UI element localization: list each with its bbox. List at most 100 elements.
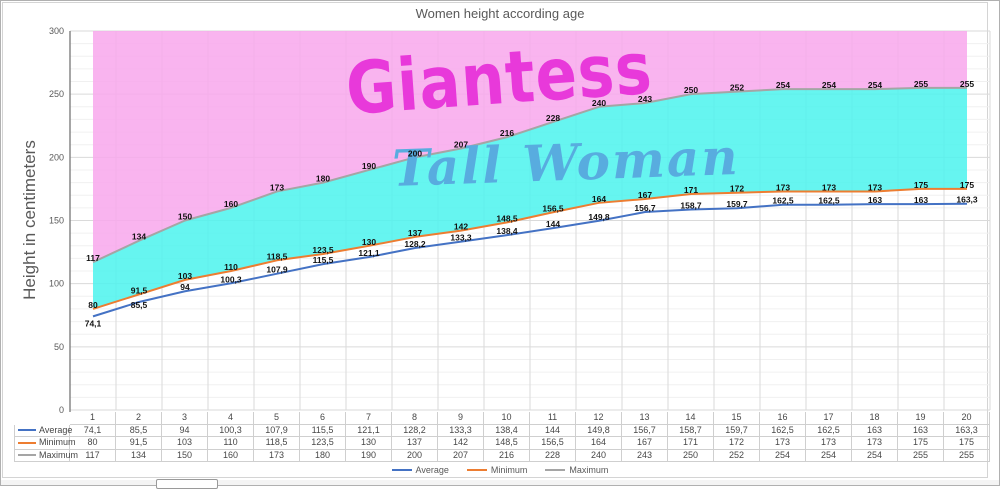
series-name-label: Average bbox=[39, 424, 73, 435]
data-label-maximum: 150 bbox=[178, 212, 192, 222]
data-label-minimum: 156,5 bbox=[542, 203, 564, 213]
series-name-label: Maximum bbox=[39, 449, 79, 460]
data-label-average: 138,4 bbox=[496, 226, 518, 236]
legend-item-minimum[interactable]: Minimum bbox=[466, 464, 528, 475]
table-value-cell: 173 bbox=[852, 437, 898, 450]
chart-legend[interactable]: Average Minimum Maximum bbox=[0, 463, 1000, 476]
table-value-cell: 121,1 bbox=[346, 424, 392, 437]
data-label-maximum: 216 bbox=[500, 128, 514, 138]
table-value-cell: 142 bbox=[438, 437, 484, 450]
legend-line-icon bbox=[545, 468, 566, 471]
table-value-cell: 160 bbox=[208, 449, 254, 462]
table-corner-cell bbox=[14, 412, 70, 425]
series-key-line-icon bbox=[18, 429, 36, 432]
table-category-cell: 7 bbox=[346, 412, 392, 425]
legend-item-maximum[interactable]: Maximum bbox=[545, 465, 608, 475]
series-line-average[interactable] bbox=[92, 202, 968, 318]
table-value-cell: 162,5 bbox=[760, 424, 806, 437]
table-value-cell: 159,7 bbox=[714, 424, 760, 437]
table-value-cell: 100,3 bbox=[208, 424, 254, 437]
data-label-minimum: 148,5 bbox=[496, 213, 518, 223]
table-category-cell: 10 bbox=[484, 412, 530, 425]
data-label-minimum: 173 bbox=[868, 182, 882, 192]
data-label-minimum: 173 bbox=[776, 182, 790, 192]
table-category-cell: 15 bbox=[714, 412, 760, 425]
legend-label: Maximum bbox=[569, 464, 609, 475]
data-label-maximum: 250 bbox=[684, 85, 698, 95]
table-category-cell: 8 bbox=[392, 412, 438, 425]
table-row-label-minimum: Minimum bbox=[14, 437, 76, 450]
data-label-average: 74,1 bbox=[85, 318, 102, 328]
table-category-cell: 17 bbox=[806, 412, 852, 425]
table-value-cell: 254 bbox=[852, 449, 898, 462]
table-value-cell: 173 bbox=[760, 437, 806, 450]
table-value-cell: 207 bbox=[438, 449, 484, 462]
data-label-minimum: 142 bbox=[454, 222, 468, 232]
data-label-average: 85,5 bbox=[131, 300, 148, 310]
table-value-cell: 250 bbox=[668, 449, 714, 462]
data-label-minimum: 130 bbox=[362, 237, 376, 247]
table-value-cell: 144 bbox=[530, 424, 576, 437]
table-value-cell: 240 bbox=[576, 449, 622, 462]
table-value-cell: 167 bbox=[622, 437, 668, 450]
table-category-cell: 4 bbox=[208, 412, 254, 425]
data-label-maximum: 254 bbox=[776, 80, 790, 90]
table-value-cell: 164 bbox=[576, 437, 622, 450]
table-value-cell: 163 bbox=[852, 424, 898, 437]
zone-above-maximum bbox=[93, 31, 967, 263]
data-label-maximum: 117 bbox=[86, 253, 100, 263]
data-label-average: 128,2 bbox=[404, 239, 426, 249]
chart-layer-labels: 74,1 85,5 94 100,3 107,9 115,5 121,1 128,2 133,3… bbox=[85, 79, 978, 329]
table-category-cell: 2 bbox=[116, 412, 162, 425]
data-label-average: 159,7 bbox=[726, 199, 748, 209]
table-value-cell: 103 bbox=[162, 437, 208, 450]
table-value-cell: 110 bbox=[208, 437, 254, 450]
table-value-cell: 243 bbox=[622, 449, 668, 462]
data-label-average: 100,3 bbox=[220, 274, 242, 284]
series-line-maximum[interactable] bbox=[92, 86, 967, 264]
data-label-minimum: 103 bbox=[178, 271, 192, 281]
table-value-cell: 150 bbox=[162, 449, 208, 462]
table-category-cell: 3 bbox=[162, 412, 208, 425]
table-value-cell: 128,2 bbox=[392, 424, 438, 437]
data-label-average: 149,8 bbox=[588, 212, 610, 222]
series-line-minimum[interactable] bbox=[92, 187, 967, 310]
data-label-maximum: 134 bbox=[132, 232, 146, 242]
table-value-cell: 94 bbox=[162, 424, 208, 437]
table-category-cell: 14 bbox=[668, 412, 714, 425]
data-label-maximum: 254 bbox=[868, 80, 882, 90]
data-label-average: 163 bbox=[914, 195, 928, 205]
table-category-cell: 19 bbox=[898, 412, 944, 425]
table-value-cell: 156,5 bbox=[530, 437, 576, 450]
y-tick-label: 0 bbox=[59, 405, 64, 415]
table-value-cell: 252 bbox=[714, 449, 760, 462]
table-value-cell: 158,7 bbox=[668, 424, 714, 437]
data-label-minimum: 164 bbox=[592, 194, 606, 204]
table-category-cell: 18 bbox=[852, 412, 898, 425]
table-value-cell: 163 bbox=[898, 424, 944, 437]
data-label-average: 115,5 bbox=[313, 255, 334, 265]
legend-item-average[interactable]: Average bbox=[391, 465, 449, 475]
table-value-cell: 134 bbox=[116, 449, 162, 462]
table-value-cell: 255 bbox=[898, 449, 944, 462]
table-value-cell: 149,8 bbox=[576, 424, 622, 437]
data-label-average: 94 bbox=[180, 282, 190, 292]
data-label-minimum: 167 bbox=[638, 190, 652, 200]
data-label-minimum: 123,5 bbox=[312, 245, 334, 255]
data-label-minimum: 118,5 bbox=[267, 251, 288, 261]
table-value-cell: 107,9 bbox=[254, 424, 300, 437]
data-label-minimum: 175 bbox=[914, 180, 928, 190]
cropped-ui-element[interactable] bbox=[156, 479, 218, 489]
table-category-cell: 9 bbox=[438, 412, 484, 425]
table-value-cell: 173 bbox=[254, 449, 300, 462]
table-value-cell: 255 bbox=[944, 449, 990, 462]
chart-layer-lines bbox=[92, 86, 968, 318]
legend-label: Minimum bbox=[490, 464, 528, 475]
table-category-cell: 6 bbox=[300, 412, 346, 425]
table-value-cell: 190 bbox=[346, 449, 392, 462]
worksheet-background-strip bbox=[1, 480, 999, 485]
data-label-minimum: 80 bbox=[88, 300, 98, 310]
data-label-maximum: 228 bbox=[546, 113, 560, 123]
series-key-line-icon bbox=[18, 441, 36, 444]
